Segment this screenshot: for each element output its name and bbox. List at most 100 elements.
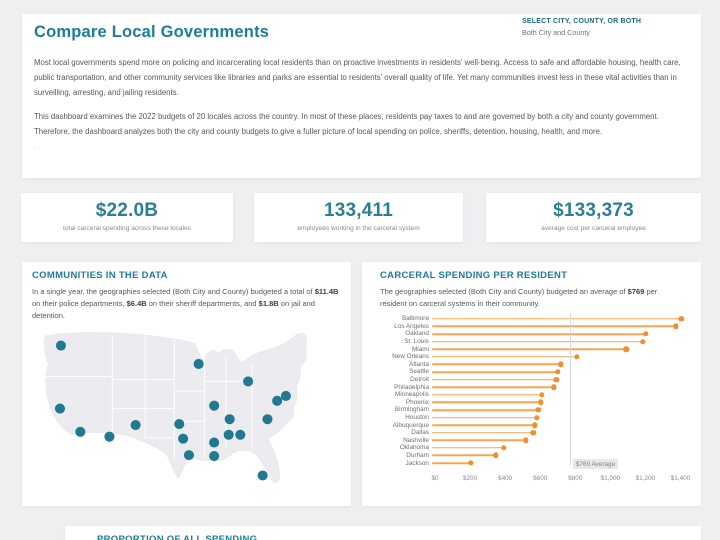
city-label: Durham: [406, 451, 429, 459]
lollipop-row[interactable]: New Orleans: [362, 353, 691, 361]
lollipop-dot[interactable]: [523, 437, 529, 443]
city-dot-st-louis[interactable]: [209, 400, 220, 411]
lollipop-plot-area: [432, 361, 691, 369]
city-dot-new-orleans[interactable]: [209, 451, 220, 462]
city-dot-detroit[interactable]: [243, 376, 254, 387]
x-axis-tick: $200: [462, 475, 478, 482]
lollipop-row[interactable]: Oakland: [362, 330, 691, 338]
lollipop-row[interactable]: Atlanta: [362, 361, 691, 369]
city-label: Oklahoma: [399, 444, 429, 452]
lollipop-row[interactable]: Los Angeles: [362, 323, 691, 331]
lollipop-dot[interactable]: [643, 331, 649, 337]
average-value: $769: [627, 287, 645, 296]
lollipop-dot[interactable]: [673, 323, 679, 330]
x-axis: $0 $200 $400 $600 $800 $1,000 $1,200 $1,400: [431, 475, 691, 485]
us-outline-shape: [44, 332, 307, 483]
lollipop-row[interactable]: Albuquerque: [362, 421, 691, 429]
city-dot-houston[interactable]: [183, 450, 194, 461]
lollipop-plot-area: [432, 444, 691, 452]
city-label: Jackson: [405, 459, 429, 467]
city-dot-phoenix[interactable]: [104, 431, 115, 442]
lollipop-row[interactable]: Miami: [362, 345, 691, 353]
city-label: Minneapolis: [394, 391, 429, 399]
kpi-label: average cost per carceral employee: [541, 225, 646, 232]
lollipop-dot[interactable]: [530, 430, 536, 436]
city-label: Birmingham: [394, 406, 429, 414]
city-dot-minneapolis[interactable]: [193, 358, 204, 370]
lollipop-dot[interactable]: [539, 392, 545, 398]
kpi-value: 133,411: [323, 200, 394, 221]
city-dot-dallas[interactable]: [178, 433, 189, 444]
lollipop-dot[interactable]: [493, 452, 499, 459]
lollipop-dot[interactable]: [573, 354, 580, 360]
city-dot-seattle[interactable]: [55, 340, 66, 351]
city-dot-baltimore[interactable]: [272, 395, 283, 406]
lollipop-row[interactable]: Durham: [362, 452, 691, 460]
lollipop-row[interactable]: Phoenix: [362, 399, 691, 407]
header-panel: Compare Local Governments SELECT CITY, C…: [22, 14, 701, 178]
lollipop-dot[interactable]: [468, 460, 474, 466]
city-dot-philadelphia[interactable]: [280, 390, 291, 402]
lollipop-stem: [432, 318, 682, 320]
city-dot-albuquerque[interactable]: [130, 420, 141, 431]
city-dot-atlanta[interactable]: [235, 429, 246, 440]
lollipop-stem: [432, 439, 527, 442]
city-dot-oakland[interactable]: [54, 403, 66, 414]
proportion-panel: PROPORTION OF ALL SPENDING: [65, 526, 701, 540]
lollipop-stem: [432, 340, 644, 343]
city-dots-group: [54, 340, 291, 481]
lollipop-row[interactable]: Oklahoma: [362, 444, 691, 452]
kpi-card-avg-cost: $133,373 average cost per carceral emplo…: [486, 193, 701, 242]
city-dot-nashville[interactable]: [224, 414, 235, 425]
lollipop-row[interactable]: Jackson: [362, 459, 691, 467]
sheriff-budget-value: $6.4B: [126, 299, 147, 308]
lollipop-dot[interactable]: [553, 376, 559, 383]
intro-paragraph-1: Most local governments spend more on pol…: [34, 58, 681, 97]
lollipop-row[interactable]: Minneapolis: [362, 391, 691, 399]
lollipop-dot[interactable]: [640, 338, 646, 345]
lollipop-plot-area: [432, 437, 691, 445]
communities-heading: COMMUNITIES IN THE DATA: [32, 270, 168, 281]
kpi-value: $133,373: [553, 200, 634, 221]
lollipop-dot[interactable]: [557, 361, 564, 368]
lollipop-dot[interactable]: [555, 369, 561, 375]
city-county-selector[interactable]: SELECT CITY, COUNTY, OR BOTH Both City a…: [522, 18, 687, 37]
lollipop-dot[interactable]: [538, 399, 544, 406]
lollipop-row[interactable]: Dallas: [362, 429, 691, 437]
lollipop-dot[interactable]: [532, 422, 538, 428]
lollipop-row[interactable]: Philadelphia: [362, 383, 691, 391]
lollipop-dot[interactable]: [550, 384, 557, 390]
lollipop-stem: [432, 348, 627, 350]
city-dot-los-angeles[interactable]: [75, 426, 86, 437]
carceral-spending-panel: CARCERAL SPENDING PER RESIDENT The geogr…: [362, 262, 701, 506]
city-dot-miami[interactable]: [257, 470, 268, 481]
average-reference-label: $769 Average: [572, 459, 619, 469]
city-dot-birmingham[interactable]: [223, 429, 234, 440]
text-segment: per resident on carceral systems in thei…: [380, 287, 658, 308]
selector-value-dropdown[interactable]: Both City and County: [522, 28, 590, 37]
lollipop-dot[interactable]: [533, 414, 540, 421]
city-dot-durham[interactable]: [262, 414, 273, 425]
lollipop-plot-area: [432, 323, 691, 331]
lollipop-stem: [432, 355, 577, 358]
lollipop-stem: [432, 431, 534, 434]
lollipop-row[interactable]: Detroit: [362, 376, 691, 384]
kpi-label: total carceral spending across these loc…: [63, 225, 191, 232]
text-segment: on their police departments,: [32, 299, 127, 308]
x-axis-tick: $1,400: [670, 475, 691, 482]
lollipop-row[interactable]: Nashville: [362, 437, 691, 445]
lollipop-row[interactable]: Birmingham: [362, 406, 691, 414]
lollipop-row[interactable]: Baltimore: [362, 315, 691, 323]
lollipop-dot[interactable]: [623, 346, 629, 352]
kpi-card-total-spending: $22.0B total carceral spending across th…: [21, 193, 233, 242]
city-dot-jackson[interactable]: [209, 437, 220, 448]
city-dot-oklahoma-city[interactable]: [174, 419, 185, 430]
lollipop-row[interactable]: Houston: [362, 414, 691, 422]
lollipop-dot[interactable]: [501, 445, 507, 451]
lollipop-dot[interactable]: [535, 407, 542, 413]
lollipop-row[interactable]: Seattle: [362, 368, 691, 376]
lollipop-plot-area: [432, 345, 691, 353]
lollipop-row[interactable]: St. Louis: [362, 338, 691, 346]
lollipop-dot[interactable]: [678, 316, 684, 322]
lollipop-stem: [432, 333, 646, 335]
